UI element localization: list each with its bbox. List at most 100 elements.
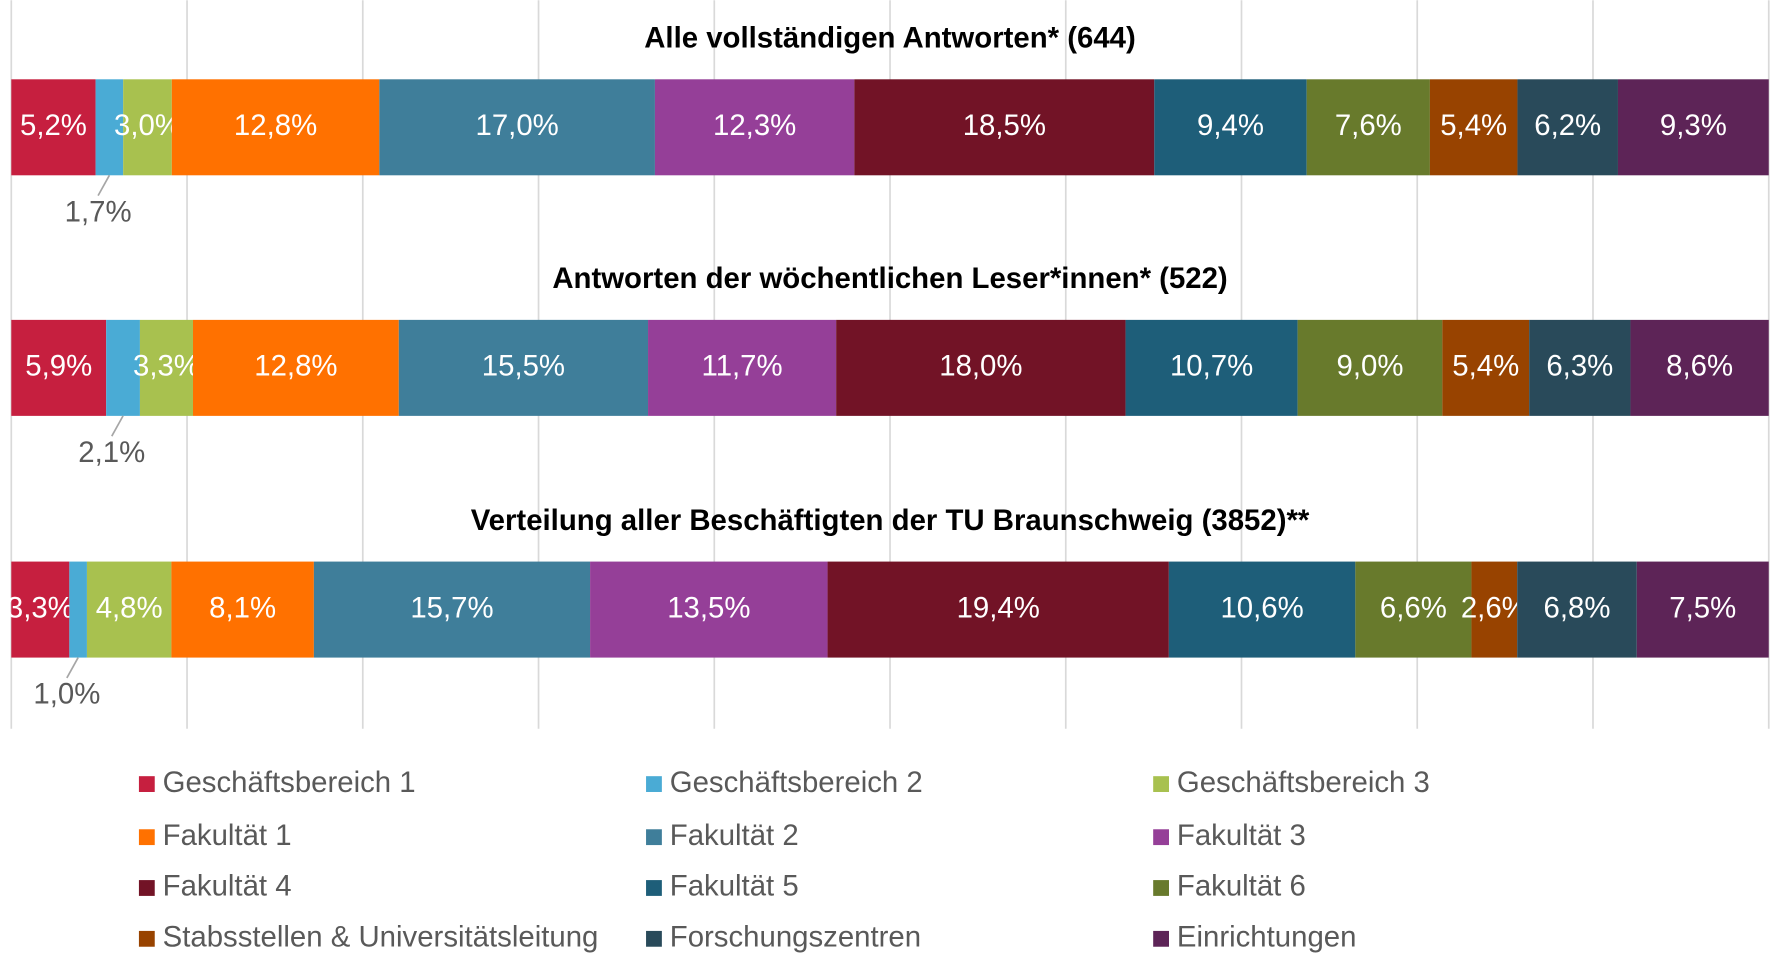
data-label: 2,1% [78,436,145,469]
bar-segment [69,561,87,658]
bar-segment [171,561,314,658]
bar-segment [854,79,1155,176]
bar-title: Alle vollständigen Antworten* (644) [644,22,1136,55]
data-label: 8,6% [1666,350,1733,383]
data-label: 15,7% [410,591,493,624]
legend-swatch [1153,930,1169,947]
bar-segment [648,319,837,416]
bar-segment [654,79,855,176]
bar-segment [827,561,1169,658]
bar-segment [836,319,1126,416]
bar-segment [313,561,591,658]
data-label: 6,2% [1534,109,1601,142]
bar-segment [86,561,172,658]
legend-label: Fakultät 1 [163,819,292,852]
data-label: 13,5% [667,591,750,624]
bar-title: Verteilung aller Beschäftigten der TU Br… [471,504,1310,537]
data-label: 7,5% [1669,591,1736,624]
bar-segment [1297,319,1443,416]
legend-swatch [138,880,155,896]
bar-segment [95,79,124,176]
data-label: 15,5% [482,350,565,383]
legend-swatch [138,829,155,846]
bar-segment [139,319,193,416]
legend-swatch [646,776,662,792]
data-label: 5,4% [1452,350,1519,383]
bar-segment [1471,561,1518,658]
bar-segment [1306,79,1430,176]
leader-line [111,415,124,437]
legend-swatch [646,880,662,896]
data-label: 17,0% [476,109,559,142]
data-label: 1,0% [33,678,100,711]
legend-label: Forschungszentren [670,921,921,954]
leader-line [66,657,79,679]
data-label: 8,1% [209,591,276,624]
bar-segment [398,319,649,416]
bar-segment [106,319,140,416]
bar-segment [1529,319,1631,416]
data-label: 18,5% [963,109,1046,142]
bar-segment [1168,561,1356,658]
data-label: 5,4% [1440,109,1507,142]
legend-swatch [646,930,662,947]
bar-segment [1630,319,1769,416]
bar-segment [1636,561,1769,658]
legend-label: Fakultät 5 [670,870,799,903]
legend-label: Fakultät 4 [163,870,292,903]
bar-segment [1442,319,1530,416]
data-label: 9,4% [1197,109,1264,142]
bar-segment [1517,79,1618,176]
data-label: 12,8% [234,109,317,142]
legend-label: Fakultät 6 [1177,870,1306,903]
legend-label: Fakultät 3 [1177,819,1306,852]
data-label: 3,3% [7,591,74,624]
data-label: 10,7% [1170,350,1253,383]
data-label: 9,0% [1337,350,1404,383]
data-label: 7,6% [1335,109,1402,142]
data-label: 3,3% [133,350,200,383]
data-label: 3,0% [114,109,181,142]
data-label: 6,3% [1546,350,1613,383]
legend-label: Einrichtungen [1177,921,1357,954]
bar-segment [1429,79,1518,176]
legend-label: Stabsstellen & Universitätsleitung [163,921,599,954]
data-label: 10,6% [1220,591,1303,624]
data-label: 5,2% [20,109,87,142]
legend-label: Geschäftsbereich 1 [163,766,416,799]
data-label: 1,7% [65,195,132,228]
bar-segment [192,319,399,416]
data-label: 12,3% [713,109,796,142]
data-label: 19,4% [957,591,1040,624]
data-label: 11,7% [702,350,783,383]
data-label: 6,6% [1380,591,1447,624]
bar-segment [1154,79,1307,176]
bar-title: Antworten der wöchentlichen Leser*innen*… [552,262,1227,295]
bar-segment [379,79,655,176]
data-label: 5,9% [25,350,92,383]
bar-segment [11,79,96,176]
bar-segment [11,319,107,416]
data-label: 6,8% [1544,591,1611,624]
data-label: 18,0% [939,350,1022,383]
bar-segment [590,561,828,658]
legend-label: Fakultät 2 [670,819,799,852]
data-label: 12,8% [254,350,337,383]
legend-swatch [1153,880,1169,896]
legend-label: Geschäftsbereich 2 [670,766,923,799]
leader-line [97,174,111,197]
legend-label: Geschäftsbereich 3 [1177,766,1430,799]
bar-segment [1517,561,1637,658]
legend-swatch [1153,776,1169,792]
data-label: 4,8% [96,591,163,624]
legend-swatch [138,776,155,792]
bar-segment [1355,561,1472,658]
data-label: 9,3% [1660,109,1727,142]
legend-swatch [138,930,155,947]
bar-segment [123,79,172,176]
bar-segment [171,79,380,176]
bar-segment [11,561,70,658]
bar-segment [1125,319,1298,416]
data-label: 2,6% [1461,591,1528,624]
